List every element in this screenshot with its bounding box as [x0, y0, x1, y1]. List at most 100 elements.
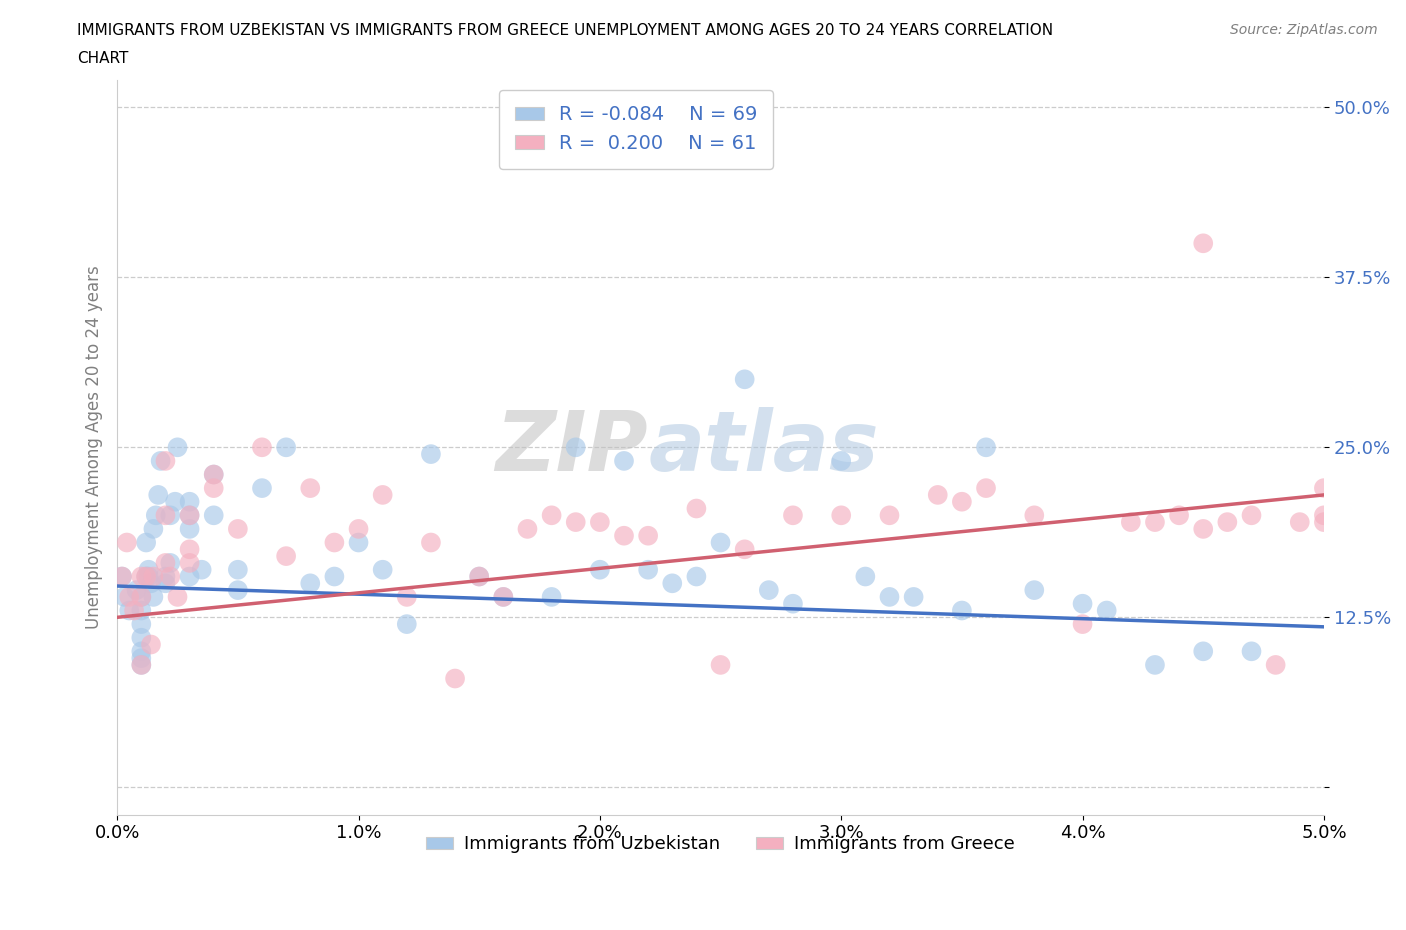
- Text: CHART: CHART: [77, 51, 129, 66]
- Point: [685, 501, 707, 516]
- Point: [202, 467, 225, 482]
- Point: [1071, 617, 1094, 631]
- Point: [927, 487, 949, 502]
- Point: [347, 522, 370, 537]
- Point: [782, 596, 804, 611]
- Point: [637, 563, 659, 578]
- Point: [122, 603, 145, 618]
- Point: [131, 658, 153, 672]
- Point: [564, 440, 586, 455]
- Point: [830, 454, 852, 469]
- Point: [950, 603, 973, 618]
- Point: [142, 522, 165, 537]
- Point: [159, 508, 181, 523]
- Point: [419, 535, 441, 550]
- Point: [112, 590, 135, 604]
- Point: [138, 569, 160, 584]
- Point: [226, 583, 249, 598]
- Point: [758, 583, 780, 598]
- Point: [179, 555, 201, 570]
- Point: [1192, 236, 1215, 251]
- Point: [155, 576, 177, 591]
- Point: [159, 555, 181, 570]
- Point: [131, 631, 153, 645]
- Point: [1095, 603, 1118, 618]
- Point: [589, 514, 612, 529]
- Point: [299, 576, 322, 591]
- Point: [148, 487, 170, 502]
- Point: [879, 590, 901, 604]
- Point: [226, 522, 249, 537]
- Point: [179, 569, 201, 584]
- Point: [1240, 644, 1263, 658]
- Point: [1119, 514, 1142, 529]
- Point: [226, 563, 249, 578]
- Point: [1192, 522, 1215, 537]
- Point: [165, 494, 187, 509]
- Point: [155, 454, 177, 469]
- Point: [179, 542, 201, 557]
- Point: [1192, 644, 1215, 658]
- Point: [974, 440, 997, 455]
- Point: [131, 590, 153, 604]
- Point: [589, 563, 612, 578]
- Point: [131, 617, 153, 631]
- Point: [1024, 508, 1046, 523]
- Point: [685, 569, 707, 584]
- Point: [135, 569, 157, 584]
- Point: [419, 446, 441, 461]
- Point: [202, 467, 225, 482]
- Point: [371, 487, 394, 502]
- Point: [131, 651, 153, 666]
- Point: [145, 508, 167, 523]
- Point: [1288, 514, 1310, 529]
- Point: [155, 569, 177, 584]
- Point: [903, 590, 925, 604]
- Point: [1216, 514, 1239, 529]
- Point: [1071, 596, 1094, 611]
- Point: [1143, 658, 1166, 672]
- Point: [516, 522, 538, 537]
- Point: [155, 508, 177, 523]
- Point: [395, 617, 418, 631]
- Point: [1168, 508, 1191, 523]
- Text: Source: ZipAtlas.com: Source: ZipAtlas.com: [1230, 23, 1378, 37]
- Point: [179, 508, 201, 523]
- Point: [1313, 481, 1336, 496]
- Point: [323, 535, 346, 550]
- Point: [149, 454, 172, 469]
- Point: [468, 569, 491, 584]
- Point: [131, 590, 153, 604]
- Point: [613, 454, 636, 469]
- Point: [1313, 514, 1336, 529]
- Point: [131, 603, 153, 618]
- Point: [637, 528, 659, 543]
- Point: [709, 658, 731, 672]
- Point: [179, 522, 201, 537]
- Point: [202, 508, 225, 523]
- Point: [1240, 508, 1263, 523]
- Point: [661, 576, 683, 591]
- Point: [118, 603, 141, 618]
- Point: [492, 590, 515, 604]
- Point: [540, 590, 562, 604]
- Point: [142, 590, 165, 604]
- Point: [115, 535, 138, 550]
- Point: [950, 494, 973, 509]
- Point: [540, 508, 562, 523]
- Text: ZIP: ZIP: [495, 406, 648, 488]
- Point: [118, 590, 141, 604]
- Point: [371, 563, 394, 578]
- Point: [974, 481, 997, 496]
- Text: atlas: atlas: [648, 406, 879, 488]
- Point: [323, 569, 346, 584]
- Point: [395, 590, 418, 604]
- Point: [139, 637, 162, 652]
- Legend: Immigrants from Uzbekistan, Immigrants from Greece: Immigrants from Uzbekistan, Immigrants f…: [419, 828, 1022, 860]
- Point: [135, 535, 157, 550]
- Point: [1264, 658, 1286, 672]
- Point: [166, 440, 188, 455]
- Point: [830, 508, 852, 523]
- Point: [135, 569, 157, 584]
- Point: [202, 481, 225, 496]
